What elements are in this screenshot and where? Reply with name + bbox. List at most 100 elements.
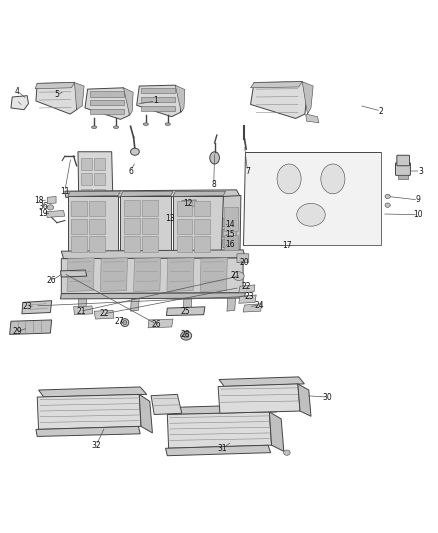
- Polygon shape: [251, 82, 302, 88]
- Text: 26: 26: [47, 276, 57, 285]
- Polygon shape: [68, 191, 120, 197]
- Polygon shape: [173, 197, 223, 251]
- Ellipse shape: [165, 123, 170, 125]
- Polygon shape: [36, 83, 78, 114]
- Bar: [194, 219, 210, 235]
- Polygon shape: [269, 412, 284, 451]
- Bar: [124, 200, 140, 216]
- Polygon shape: [100, 258, 127, 292]
- Bar: [177, 237, 192, 252]
- Text: 32: 32: [92, 441, 101, 450]
- Ellipse shape: [210, 152, 219, 164]
- Polygon shape: [46, 211, 65, 217]
- Ellipse shape: [113, 126, 119, 128]
- Ellipse shape: [180, 332, 192, 340]
- Polygon shape: [221, 196, 241, 253]
- Polygon shape: [36, 426, 140, 437]
- Polygon shape: [94, 310, 114, 319]
- Ellipse shape: [385, 203, 390, 207]
- Polygon shape: [61, 258, 243, 294]
- Polygon shape: [169, 405, 277, 415]
- Ellipse shape: [277, 164, 301, 194]
- Bar: [89, 219, 105, 235]
- Polygon shape: [39, 387, 147, 397]
- Polygon shape: [219, 377, 304, 386]
- Text: 22: 22: [241, 282, 251, 290]
- Polygon shape: [218, 384, 300, 413]
- Polygon shape: [78, 297, 87, 311]
- Polygon shape: [243, 152, 381, 246]
- Text: 15: 15: [225, 230, 235, 239]
- FancyBboxPatch shape: [223, 219, 236, 227]
- Text: 31: 31: [218, 444, 227, 453]
- Polygon shape: [173, 191, 226, 197]
- Polygon shape: [60, 293, 245, 299]
- Text: 19: 19: [38, 208, 48, 217]
- Polygon shape: [35, 83, 74, 88]
- FancyBboxPatch shape: [397, 155, 410, 166]
- Ellipse shape: [297, 204, 325, 226]
- Bar: [90, 109, 124, 114]
- Text: 20: 20: [240, 259, 249, 268]
- Ellipse shape: [131, 148, 139, 155]
- Polygon shape: [251, 82, 307, 118]
- Text: 1: 1: [153, 96, 158, 106]
- Bar: [71, 201, 87, 216]
- Bar: [89, 237, 105, 252]
- Text: 16: 16: [225, 240, 235, 249]
- Text: 8: 8: [212, 180, 216, 189]
- Polygon shape: [60, 270, 87, 277]
- Text: 4: 4: [15, 87, 20, 96]
- Polygon shape: [78, 152, 113, 206]
- Bar: [141, 106, 175, 111]
- Polygon shape: [137, 85, 181, 117]
- Polygon shape: [131, 297, 139, 311]
- Bar: [124, 218, 140, 234]
- Text: 27: 27: [114, 317, 124, 326]
- Text: 28: 28: [180, 330, 190, 339]
- Polygon shape: [167, 258, 194, 292]
- Polygon shape: [175, 85, 185, 112]
- Polygon shape: [167, 412, 272, 448]
- Ellipse shape: [121, 319, 129, 327]
- Text: 23: 23: [245, 292, 254, 301]
- Polygon shape: [139, 394, 152, 433]
- Bar: [142, 200, 158, 216]
- Text: 3: 3: [418, 166, 423, 175]
- Polygon shape: [183, 297, 192, 311]
- Text: 6: 6: [128, 166, 133, 175]
- Bar: [81, 189, 92, 201]
- Text: 18: 18: [34, 196, 43, 205]
- Bar: [124, 236, 140, 252]
- Text: 21: 21: [76, 306, 86, 316]
- Text: 21: 21: [231, 271, 240, 280]
- Ellipse shape: [143, 123, 148, 125]
- Bar: [90, 91, 124, 96]
- Ellipse shape: [385, 194, 390, 199]
- Polygon shape: [166, 445, 271, 456]
- Text: 14: 14: [225, 220, 235, 229]
- Polygon shape: [74, 306, 93, 314]
- Bar: [142, 236, 158, 252]
- Polygon shape: [180, 200, 196, 207]
- Polygon shape: [74, 83, 84, 110]
- Bar: [94, 158, 105, 170]
- Polygon shape: [124, 88, 133, 115]
- Polygon shape: [134, 258, 161, 292]
- Bar: [90, 100, 124, 106]
- Text: 23: 23: [22, 302, 32, 311]
- Polygon shape: [68, 197, 118, 251]
- Text: 5: 5: [54, 90, 60, 99]
- Bar: [81, 173, 92, 185]
- Polygon shape: [239, 295, 256, 303]
- Bar: [177, 201, 192, 216]
- Ellipse shape: [92, 126, 97, 128]
- Ellipse shape: [233, 272, 244, 280]
- Polygon shape: [200, 258, 227, 292]
- Bar: [141, 88, 175, 93]
- Polygon shape: [166, 307, 205, 316]
- Ellipse shape: [321, 164, 345, 194]
- Polygon shape: [61, 250, 245, 259]
- Text: 13: 13: [165, 214, 175, 223]
- Text: 22: 22: [99, 309, 109, 318]
